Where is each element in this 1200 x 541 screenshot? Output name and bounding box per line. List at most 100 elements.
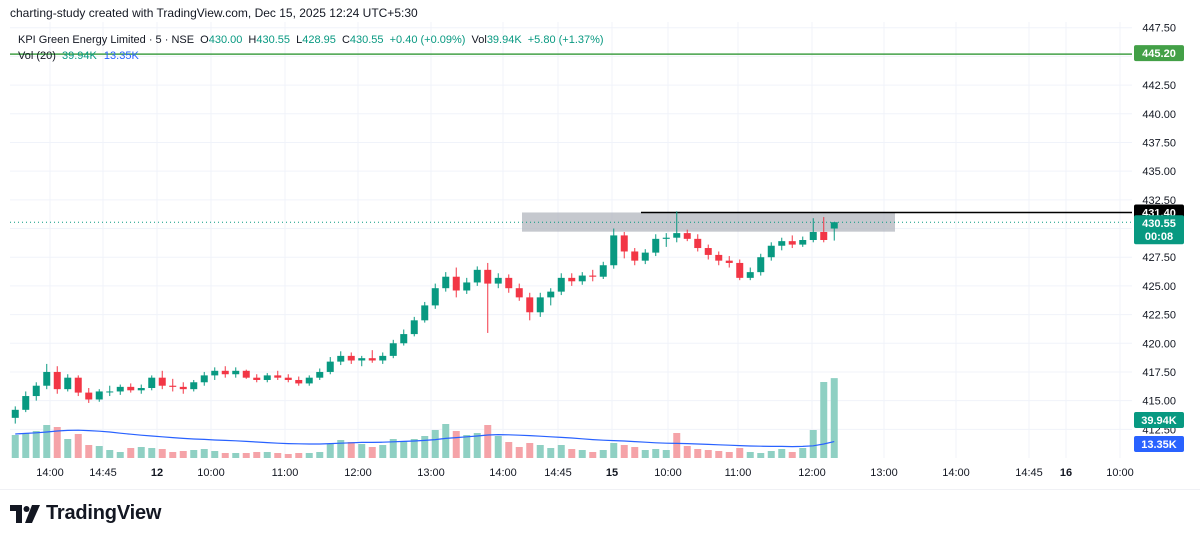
volume-bar bbox=[127, 448, 135, 458]
candle-body bbox=[43, 371, 51, 386]
tradingview-logo[interactable]: TradingView bbox=[10, 502, 161, 525]
close-value: 430.55 bbox=[349, 34, 384, 46]
candle-body bbox=[452, 276, 460, 291]
tradingview-wordmark: TradingView bbox=[46, 502, 162, 524]
time-tick-label: 11:00 bbox=[725, 467, 752, 479]
candle-body bbox=[137, 388, 145, 391]
price-tick-label: 435.00 bbox=[1142, 166, 1176, 178]
created-by-header: charting-study created with TradingView.… bbox=[10, 6, 418, 20]
candle-body bbox=[74, 377, 82, 393]
candle-body bbox=[221, 370, 229, 375]
change-value: +0.40 (+0.09%) bbox=[389, 34, 466, 46]
candle-body bbox=[725, 260, 733, 263]
volume-ma-tag-text: 13.35K bbox=[1141, 439, 1177, 451]
candle-body bbox=[190, 382, 198, 390]
time-tick-label: 14:00 bbox=[36, 467, 64, 479]
volume-bar bbox=[610, 443, 618, 458]
volume-bar bbox=[106, 450, 114, 458]
volume-bar bbox=[463, 435, 471, 458]
candle-body bbox=[694, 238, 702, 249]
candle-body bbox=[316, 371, 324, 378]
volume-last-tag-bg bbox=[1134, 412, 1184, 428]
volume-bar bbox=[589, 452, 597, 458]
volume-bar bbox=[74, 434, 82, 458]
open-value: 430.00 bbox=[208, 34, 243, 46]
candle-body bbox=[95, 391, 103, 400]
volume-bar bbox=[442, 424, 450, 458]
volume-bar bbox=[578, 450, 586, 458]
candle-body bbox=[358, 358, 366, 361]
time-tick-label: 14:00 bbox=[942, 467, 970, 479]
volume-bar bbox=[116, 452, 124, 458]
candle-body bbox=[736, 262, 744, 278]
volume-bar bbox=[85, 445, 93, 458]
candle-body bbox=[211, 370, 219, 376]
volume-bar bbox=[200, 449, 208, 458]
volume-bar bbox=[253, 452, 261, 458]
time-tick-label: 13:00 bbox=[870, 467, 898, 479]
time-tick-label: 10:00 bbox=[1106, 467, 1134, 479]
volume-bar bbox=[494, 436, 502, 458]
volume-bar bbox=[526, 443, 534, 458]
volume-bar bbox=[473, 433, 481, 458]
price-tick-label: 437.50 bbox=[1142, 137, 1176, 149]
volume-bar bbox=[568, 449, 576, 458]
volume-bar bbox=[757, 453, 765, 458]
price-axis: 447.50445.00442.50440.00437.50435.00432.… bbox=[1132, 0, 1200, 490]
candle-body bbox=[589, 275, 597, 277]
candle-body bbox=[799, 240, 807, 245]
volume-bar bbox=[620, 445, 628, 458]
candle-body bbox=[778, 241, 786, 246]
price-tick-label: 440.00 bbox=[1142, 109, 1176, 121]
candle-body bbox=[284, 377, 292, 380]
vol20-label[interactable]: Vol (20) bbox=[18, 50, 56, 62]
volume-ma-polyline bbox=[15, 429, 835, 448]
time-tick-label: 15 bbox=[606, 467, 618, 479]
volume-bar bbox=[809, 430, 817, 458]
plot-area bbox=[10, 22, 1132, 458]
volume-bar bbox=[725, 452, 733, 458]
candle-body bbox=[662, 237, 670, 239]
price-tick-label: 420.00 bbox=[1142, 338, 1176, 350]
price-tick-label: 415.00 bbox=[1142, 396, 1176, 408]
price-chart[interactable]: 447.50445.00442.50440.00437.50435.00432.… bbox=[0, 0, 1200, 490]
volume-bar bbox=[389, 439, 397, 458]
candle-body bbox=[431, 288, 439, 306]
candle-body bbox=[505, 277, 513, 289]
volume-bar bbox=[305, 453, 313, 458]
candle-body bbox=[631, 251, 639, 261]
volume-bar bbox=[326, 444, 334, 458]
volume-bar bbox=[284, 454, 292, 458]
last-price-tag-bg bbox=[1134, 215, 1184, 245]
volume-bar bbox=[190, 450, 198, 458]
resistance-zone bbox=[522, 212, 895, 232]
symbol-name[interactable]: KPI Green Energy Limited · 5 · NSE bbox=[18, 34, 195, 46]
volume-last-tag-text: 39.94K bbox=[1141, 415, 1177, 427]
chart-grid bbox=[10, 22, 1132, 458]
volume-bar bbox=[736, 448, 744, 458]
time-tick-label: 14:45 bbox=[89, 467, 117, 479]
candle-body bbox=[473, 269, 481, 283]
volume-bar bbox=[673, 433, 681, 458]
volume-bar bbox=[557, 445, 565, 458]
candle-body bbox=[295, 379, 303, 384]
close-label: C bbox=[341, 34, 350, 46]
last-price-tag-countdown: 00:08 bbox=[1145, 231, 1173, 243]
candle-body bbox=[368, 358, 376, 361]
price-tick-label: 447.50 bbox=[1142, 23, 1176, 35]
candle-body bbox=[53, 371, 61, 390]
volume-bar bbox=[799, 448, 807, 458]
candle-body bbox=[158, 377, 166, 386]
price-tick-label: 442.50 bbox=[1142, 80, 1176, 92]
volume-ma-line bbox=[15, 429, 835, 448]
vol20-value: 39.94K bbox=[61, 50, 97, 62]
candle-body bbox=[106, 391, 114, 393]
candle-body bbox=[536, 297, 544, 313]
candle-body bbox=[704, 248, 712, 255]
candle-body bbox=[683, 233, 691, 239]
volume-bar bbox=[232, 453, 240, 458]
volume-bar bbox=[95, 446, 103, 458]
candle-body bbox=[788, 241, 796, 245]
time-tick-label: 12:00 bbox=[344, 467, 372, 479]
